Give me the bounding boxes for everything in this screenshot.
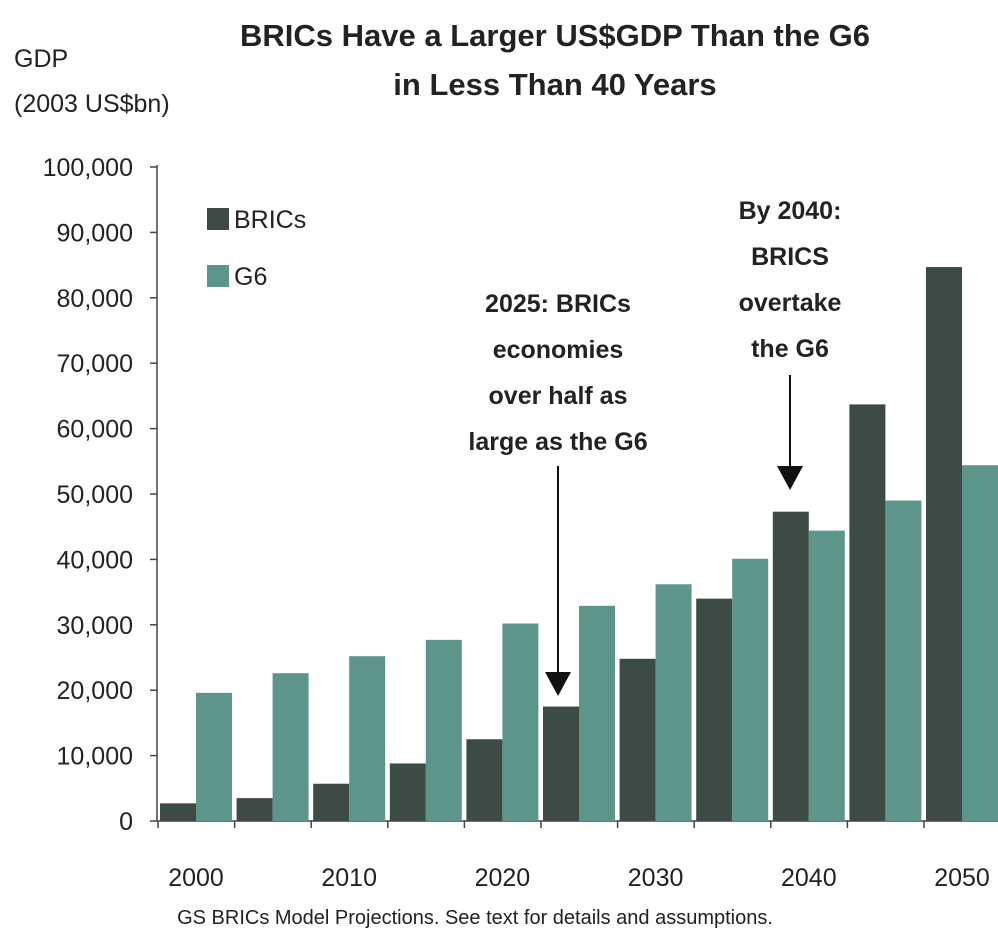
annotation-2-line-4: the G6 [751,335,829,363]
annotation-2-line-1: By 2040: [739,197,842,225]
annotation-1-line-4: large as the G6 [468,428,647,456]
chart-title-line-2: in Less Than 40 Years [393,67,716,102]
y-tick-label: 0 [119,808,133,836]
bar-g6-2030 [655,584,692,821]
bar-brics-2005 [236,798,273,821]
x-tick-label: 2050 [934,864,990,892]
annotation-2-line-2: BRICS [751,243,829,271]
legend-label-brics: BRICs [234,206,306,234]
legend: BRICs G6 [207,206,306,291]
y-tick-label: 100,000 [43,154,133,182]
bar-brics-2040 [772,511,809,821]
bars [160,267,998,821]
y-tick-label: 40,000 [57,546,133,574]
legend-swatch-g6 [207,265,229,287]
y-tick-label: 50,000 [57,481,133,509]
legend-label-g6: G6 [234,263,267,291]
annotation-1-arrow-head [545,672,571,696]
annotation-1-line-3: over half as [489,382,628,410]
annotation-2-arrow-head [777,466,803,490]
bar-brics-2000 [160,803,196,821]
y-tick-label: 10,000 [57,743,133,771]
bar-brics-2025 [543,706,579,821]
bar-brics-2020 [466,739,503,821]
bar-g6-2010 [349,656,386,821]
source-note-text: GS BRICs Model Projections. See text for… [177,907,773,929]
bar-brics-2050 [926,267,962,821]
bar-g6-2045 [885,500,922,821]
x-axis: 2000 2010 2020 2030 2040 2050 [157,820,998,892]
bar-brics-2045 [849,404,886,821]
y-tick-label: 90,000 [57,219,133,247]
y-axis-label-line-2: (2003 US$bn) [14,90,170,118]
source-note: GS BRICs Model Projections. See text for… [177,907,773,929]
legend-swatch-brics [207,208,229,230]
y-tick-label: 20,000 [57,677,133,705]
chart-title-line-1: BRICs Have a Larger US$GDP Than the G6 [240,18,870,53]
y-axis-label: GDP (2003 US$bn) [14,45,170,118]
x-tick-label: 2030 [628,864,684,892]
bar-g6-2000 [196,692,232,821]
bar-g6-2035 [732,558,769,821]
x-tick-label: 2000 [168,864,224,892]
bar-g6-2040 [808,530,845,821]
y-tick-label: 80,000 [57,285,133,313]
bar-brics-2035 [696,598,733,821]
y-axis: 0 10,000 20,000 30,000 40,000 50,000 60,000 70,… [43,154,158,836]
bar-g6-2025 [579,605,615,821]
bar-g6-2015 [425,639,462,821]
y-axis-label-line-1: GDP [14,45,68,73]
x-tick-label: 2040 [781,864,837,892]
annotation-2-line-3: overtake [739,289,842,317]
annotations: 2025: BRICs economies over half as large as… [468,197,842,696]
annotation-1-line-1: 2025: BRICs [485,290,631,318]
bar-g6-2020 [502,623,539,821]
bar-brics-2010 [313,783,350,821]
bar-g6-2050 [962,465,998,821]
x-tick-label: 2020 [475,864,531,892]
bar-brics-2030 [619,658,656,821]
annotation-1-line-2: economies [493,336,624,364]
bar-g6-2005 [272,673,309,821]
bar-brics-2015 [389,763,426,821]
y-tick-label: 60,000 [57,416,133,444]
y-tick-label: 30,000 [57,612,133,640]
x-tick-label: 2010 [321,864,377,892]
y-tick-label: 70,000 [57,350,133,378]
chart-title: BRICs Have a Larger US$GDP Than the G6 in… [240,18,870,102]
